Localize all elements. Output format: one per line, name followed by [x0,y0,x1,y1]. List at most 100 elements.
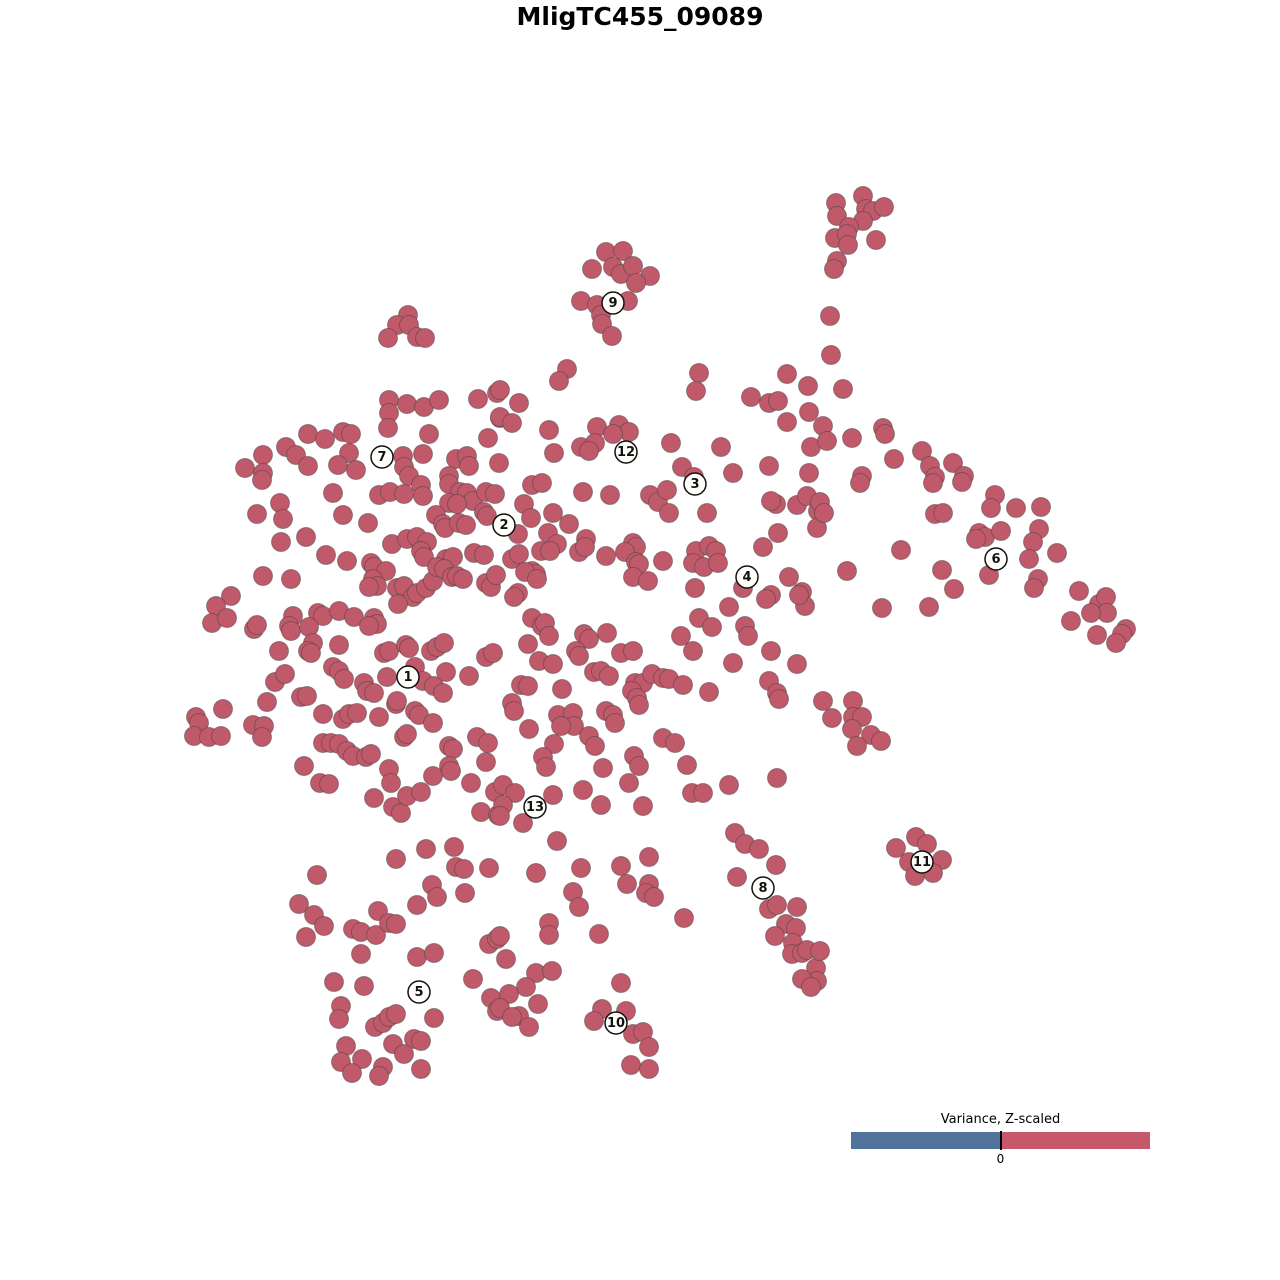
scatter-point [281,621,301,641]
scatter-point [1069,581,1089,601]
scatter-point [444,837,464,857]
scatter-point [328,455,348,475]
scatter-point [759,456,779,476]
scatter-point [386,1004,406,1024]
scatter-point [478,733,498,753]
scatter-point [1024,578,1044,598]
scatter-point [296,927,316,947]
scatter-point [702,617,722,637]
scatter-point [281,569,301,589]
scatter-point [298,424,318,444]
scatter-point [847,736,867,756]
scatter-point [842,719,862,739]
scatter-point [358,513,378,533]
scatter-point [424,1008,444,1028]
scatter-point [547,831,567,851]
scatter-point [711,437,731,457]
scatter-point [919,597,939,617]
scatter-point [727,867,747,887]
scatter-point [850,473,870,493]
scatter-point [589,924,609,944]
scatter-point [593,758,613,778]
scatter-point [386,914,406,934]
scatter-point [933,503,953,523]
scatter-point [944,579,964,599]
scatter-point [1087,625,1107,645]
scatter-point [415,328,435,348]
scatter-point [872,598,892,618]
scatter-point [456,515,476,535]
scatter-point [871,731,891,751]
scatter-point [319,774,339,794]
scatter-point [779,567,799,587]
scatter-point [504,587,524,607]
scatter-point [543,654,563,674]
scatter-point [379,641,399,661]
scatter-point [789,585,809,605]
scatter-point [346,460,366,480]
colorbar-zero-tick [999,1131,1002,1150]
scatter-point [1061,611,1081,631]
scatter-point [833,379,853,399]
scatter-point [932,560,952,580]
scatter-point [761,491,781,511]
scatter-point [532,473,552,493]
scatter-point [443,739,463,759]
scatter-point [394,484,414,504]
colorbar-negative-segment [851,1132,1001,1149]
scatter-point [842,428,862,448]
scatter-point [768,391,788,411]
scatter-point [677,755,697,775]
scatter-point [923,473,943,493]
scatter-point [952,472,972,492]
scatter-point [252,470,272,490]
scatter-point [337,551,357,571]
scatter-point [313,704,333,724]
cluster-label-circle [604,1011,628,1035]
scatter-point [344,607,364,627]
scatter-point [539,626,559,646]
scatter-point [827,206,847,226]
scatter-point [490,380,510,400]
scatter-point [671,626,691,646]
scatter-point [334,669,354,689]
scatter-point [211,726,231,746]
scatter-point [653,551,673,571]
scatter-point [496,949,516,969]
cluster-label-circle [601,291,625,315]
cluster-label-11: 11 [910,850,934,874]
scatter-point [275,664,295,684]
scatter-point [777,412,797,432]
scatter-point [723,463,743,483]
cluster-label-circle [683,472,707,496]
colorbar-positive-segment [1000,1132,1150,1149]
scatter-point [454,859,474,879]
scatter-point [573,482,593,502]
scatter-point [217,608,237,628]
scatter-point [539,925,559,945]
scatter-point [518,676,538,696]
colorbar-title: Variance, Z-scaled [940,1112,1061,1127]
scatter-point [424,943,444,963]
scatter-point [329,635,349,655]
cluster-label-4: 4 [735,565,759,589]
scatter-point [307,865,327,885]
scatter-point [378,418,398,438]
scatter-point [269,641,289,661]
scatter-point [822,708,842,728]
scatter-point [397,394,417,414]
scatter-point [821,345,841,365]
scatter-point [838,235,858,255]
scatter-point [368,901,388,921]
scatter-point [252,727,272,747]
scatter-point [347,703,367,723]
scatter-point [875,424,895,444]
scatter-point [519,1017,539,1037]
scatter-point [644,887,664,907]
scatter-point [411,1059,431,1079]
scatter-point [221,586,241,606]
cluster-label-circle [614,440,638,464]
scatter-point [766,855,786,875]
scatter-point [296,527,316,547]
scatter-point [509,393,529,413]
